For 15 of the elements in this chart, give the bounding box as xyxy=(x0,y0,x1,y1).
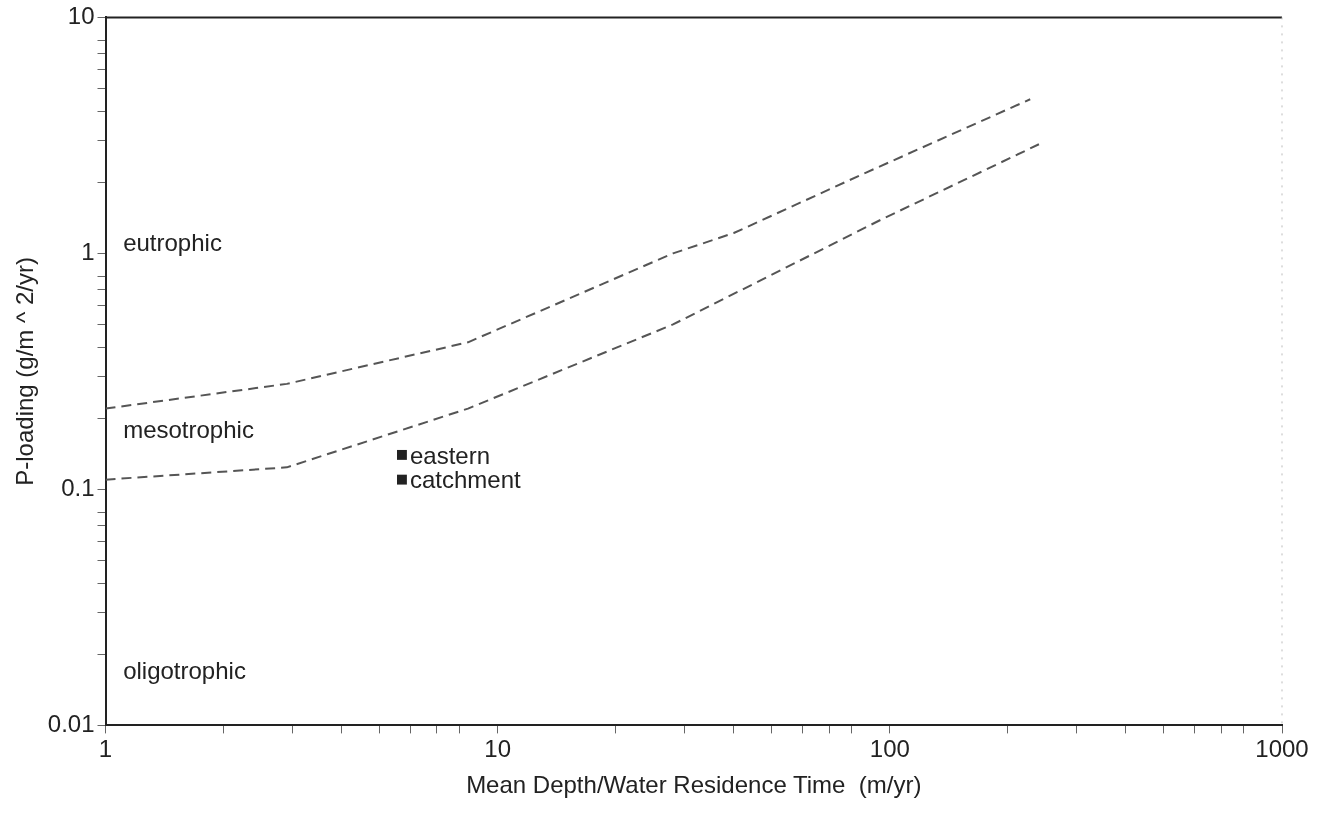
annotation: eutrophic xyxy=(123,228,222,256)
x-tick-label: 100 xyxy=(869,735,910,763)
x-axis-title: Mean Depth/Water Residence Time (m/yr) xyxy=(466,771,922,799)
y-tick-label: 10 xyxy=(67,2,95,30)
x-tick-label: 1 xyxy=(98,735,113,763)
x-tick-label: 10 xyxy=(484,735,512,763)
y-axis-title: P-loading (g/m ^ 2/yr) xyxy=(11,257,39,486)
y-tick-label: 1 xyxy=(81,238,95,266)
annotation: catchment xyxy=(409,466,521,494)
y-tick-label: 0.01 xyxy=(47,710,95,738)
y-tick-label: 0.1 xyxy=(61,474,95,502)
annotation: eastern xyxy=(409,441,490,469)
annotation: mesotrophic xyxy=(123,416,254,444)
x-tick-label: 1000 xyxy=(1255,735,1309,763)
annotation: oligotrophic xyxy=(123,656,246,684)
